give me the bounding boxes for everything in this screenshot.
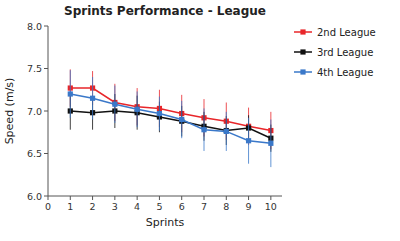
x-tick — [137, 196, 138, 200]
title: Sprints Performance - League — [64, 4, 266, 18]
legend-marker — [300, 29, 305, 34]
marker — [135, 107, 140, 112]
y-tick — [44, 111, 48, 112]
y-tick-label: 8.0 — [27, 21, 42, 32]
series — [68, 92, 274, 152]
marker — [224, 129, 229, 134]
marker — [157, 111, 162, 116]
legend-marker — [300, 69, 305, 74]
y-tick — [44, 196, 48, 197]
y-axis-label: Speed (m/s) — [3, 78, 16, 145]
marker — [201, 127, 206, 132]
x-tick — [204, 196, 205, 200]
series-line — [70, 111, 271, 138]
y-tick-label: 7.5 — [27, 63, 42, 74]
x-tick — [181, 196, 182, 200]
marker — [268, 141, 273, 146]
x-tick — [226, 196, 227, 200]
x-tick — [92, 196, 93, 200]
series-line — [70, 94, 271, 143]
plot-area — [68, 69, 274, 167]
legend-label: 3rd League — [317, 47, 373, 58]
x-tick-label: 0 — [45, 201, 51, 212]
x-axis-label: Sprints — [146, 216, 185, 229]
x-tick-label: 1 — [67, 201, 73, 212]
legend: 2nd League 3rd League 4th League — [294, 27, 376, 78]
y-tick-label: 6.0 — [27, 191, 42, 202]
x-tick — [270, 196, 271, 200]
chart: Sprints Performance - League 0 1 2 3 4 5 6 7 8 9 10… — [0, 0, 400, 241]
x-tick-label: 3 — [112, 201, 118, 212]
y-tick-label: 6.5 — [27, 148, 42, 159]
legend-label: 2nd League — [317, 27, 376, 38]
y-tick — [44, 68, 48, 69]
x-tick-label: 5 — [156, 201, 162, 212]
x-tick — [114, 196, 115, 200]
series — [68, 70, 274, 167]
legend-label: 4th League — [317, 67, 373, 78]
series — [68, 69, 274, 149]
x-tick-label: 6 — [179, 201, 185, 212]
x-axis — [48, 196, 282, 197]
x-tick-label: 9 — [246, 201, 252, 212]
x-tick-label: 7 — [201, 201, 207, 212]
legend-marker — [300, 49, 305, 54]
marker — [90, 96, 95, 101]
x-tick — [70, 196, 71, 200]
x-tick-label: 10 — [265, 201, 277, 212]
x-tick — [248, 196, 249, 200]
y-tick — [44, 153, 48, 154]
x-tick-label: 8 — [223, 201, 229, 212]
x-tick-label: 4 — [134, 201, 140, 212]
marker — [246, 138, 251, 143]
x-tick — [48, 196, 49, 200]
y-tick — [44, 26, 48, 27]
marker — [112, 102, 117, 107]
x-tick — [159, 196, 160, 200]
y-tick-label: 7.0 — [27, 106, 42, 117]
marker — [179, 117, 184, 122]
series-line — [70, 88, 271, 131]
marker — [68, 91, 73, 96]
x-tick-label: 2 — [90, 201, 96, 212]
